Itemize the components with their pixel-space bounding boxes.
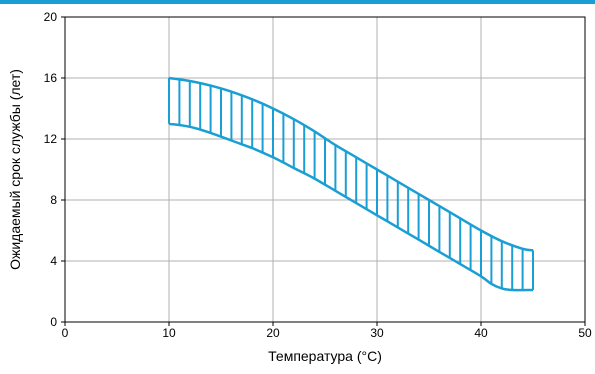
x-tick-label: 20 (266, 326, 280, 340)
y-tick-label: 4 (50, 254, 57, 268)
lower-bound-line (168, 122, 534, 292)
y-tick-label: 20 (44, 10, 58, 24)
x-tick-label: 40 (474, 326, 488, 340)
x-tick-label: 0 (62, 326, 69, 340)
upper-bound-line (168, 76, 534, 252)
y-axis-title: Ожидаемый срок службы (лет) (7, 69, 23, 270)
top-accent-bar (0, 0, 595, 4)
y-axis-ticks: 0 4 8 12 16 20 (44, 10, 65, 329)
y-tick-label: 0 (50, 315, 57, 329)
x-tick-label: 10 (162, 326, 176, 340)
plot-frame (64, 16, 586, 323)
lifetime-band (168, 76, 534, 292)
y-tick-label: 8 (50, 193, 57, 207)
y-tick-label: 16 (44, 71, 58, 85)
y-tick-label: 12 (44, 132, 58, 146)
x-tick-label: 30 (370, 326, 384, 340)
x-axis-ticks: 0 10 20 30 40 50 (62, 322, 592, 340)
x-tick-label: 50 (578, 326, 592, 340)
x-axis-title: Температура (°C) (268, 348, 382, 364)
